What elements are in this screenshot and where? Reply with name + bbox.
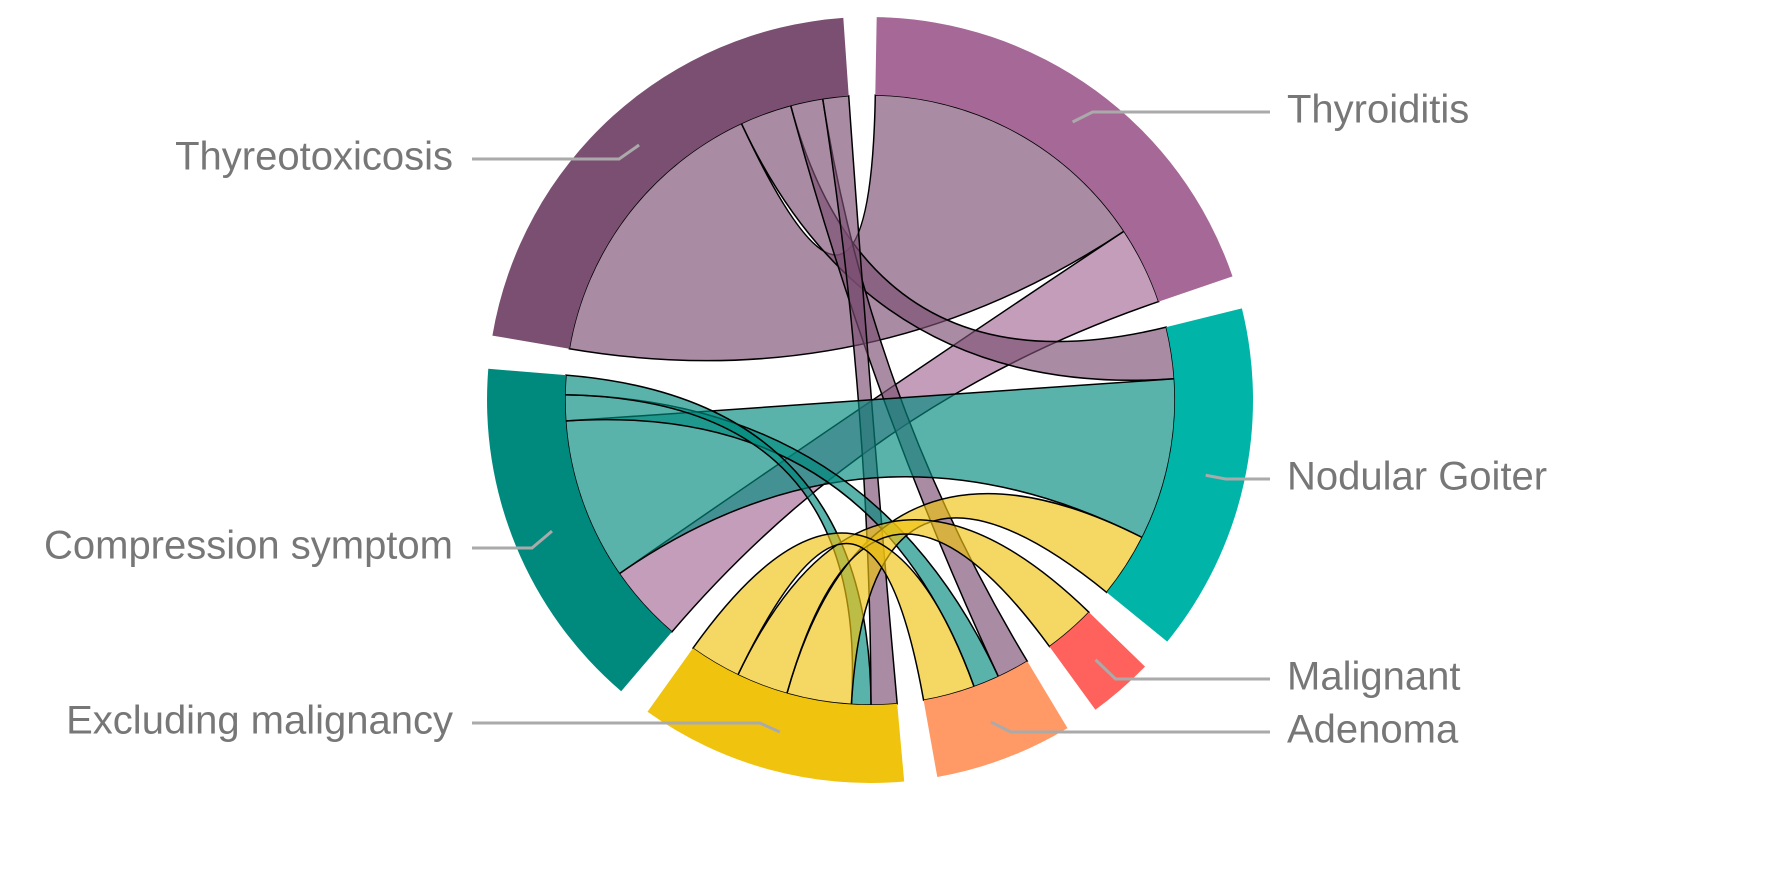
node-arc	[647, 648, 905, 784]
node-arc	[487, 368, 672, 692]
node-label: Malignant	[1287, 655, 1460, 699]
ribbon	[568, 94, 1126, 362]
node-label: Adenoma	[1287, 708, 1459, 752]
node-label: Excluding malignancy	[66, 699, 453, 743]
node-label: Nodular Goiter	[1287, 455, 1547, 499]
node-label: Thyreotoxicosis	[175, 135, 453, 179]
ribbon	[691, 532, 976, 702]
node-arc	[1106, 308, 1254, 642]
node-arc	[875, 17, 1233, 302]
leader-line	[1071, 110, 1270, 124]
leader-line	[472, 529, 553, 550]
ribbon	[564, 374, 872, 706]
node-arc	[923, 661, 1068, 777]
ribbons	[564, 94, 1176, 706]
leader-line	[472, 143, 640, 161]
leader-line	[472, 721, 781, 734]
leader-line	[990, 720, 1270, 734]
leader-line	[1094, 658, 1270, 681]
leader-line	[1205, 473, 1270, 481]
node-label: Thyroiditis	[1287, 88, 1469, 132]
node-label: Compression symptom	[44, 524, 453, 568]
node-arc	[492, 17, 849, 349]
